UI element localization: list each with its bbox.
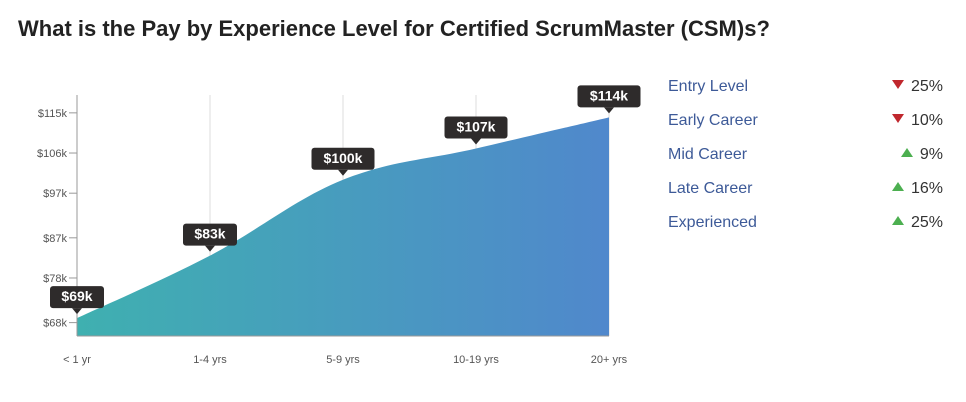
experience-legend: Entry Level 25% Early Career 10% Mid Career 9… <box>668 76 943 246</box>
legend-item: Early Career 10% <box>668 110 943 144</box>
legend-change-value: 25% <box>910 78 943 95</box>
y-tick-label: $78k <box>43 273 67 285</box>
legend-change: 9% <box>900 146 943 164</box>
data-label: $83k <box>194 226 225 242</box>
legend-item: Experienced 25% <box>668 212 943 246</box>
data-label-tooltip: $83k <box>183 223 237 252</box>
arrow-down-icon <box>891 80 904 90</box>
legend-change: 25% <box>891 214 943 232</box>
tooltip-pointer <box>471 138 481 145</box>
x-tick-label: < 1 yr <box>63 354 91 366</box>
y-tick-label: $115k <box>38 108 68 120</box>
legend-change: 16% <box>891 180 943 198</box>
tooltip-pointer <box>604 107 614 114</box>
legend-change: 25% <box>891 78 943 96</box>
arrow-up-icon <box>900 148 913 158</box>
data-label-tooltip: $100k <box>311 147 375 176</box>
tooltip-box <box>311 147 375 170</box>
tooltip-pointer <box>205 245 215 252</box>
legend-change-value: 10% <box>910 112 943 129</box>
legend-change-value: 16% <box>910 180 943 197</box>
tooltip-pointer <box>72 308 82 315</box>
tooltip-box <box>50 286 104 309</box>
arrow-up-icon <box>891 216 904 226</box>
y-tick-label: $87k <box>43 233 67 245</box>
x-tick-label: 20+ yrs <box>591 354 628 366</box>
tooltip-box <box>183 223 237 246</box>
data-label: $107k <box>457 119 496 135</box>
tooltip-box <box>444 116 508 139</box>
legend-change: 10% <box>891 112 943 130</box>
legend-change-value: 9% <box>919 146 943 163</box>
pay-area-series <box>77 117 609 336</box>
x-tick-label: 1-4 yrs <box>193 354 227 366</box>
legend-label: Late Career <box>668 180 753 197</box>
legend-item: Late Career 16% <box>668 178 943 212</box>
x-tick-label: 5-9 yrs <box>326 354 360 366</box>
data-label-tooltip: $107k <box>444 116 508 145</box>
data-label-tooltip: $69k <box>50 286 104 315</box>
arrow-down-icon <box>891 114 904 124</box>
x-tick-label: 10-19 yrs <box>453 354 499 366</box>
legend-label: Entry Level <box>668 78 749 95</box>
legend-label: Early Career <box>668 112 758 129</box>
data-label: $69k <box>61 288 92 304</box>
data-label: $100k <box>324 150 363 166</box>
tooltip-pointer <box>338 169 348 176</box>
y-tick-label: $97k <box>43 188 67 200</box>
data-label: $114k <box>590 87 628 103</box>
legend-item: Mid Career 9% <box>668 144 943 178</box>
legend-item: Entry Level 25% <box>668 76 943 110</box>
arrow-up-icon <box>891 182 904 192</box>
legend-label: Mid Career <box>668 146 748 163</box>
pay-by-experience-chart: $68k $78k $87k $97k $106k $115k < 1 yr 1-4 yrs 5… <box>37 85 641 366</box>
chart-title: What is the Pay by Experience Level for … <box>18 16 770 41</box>
y-tick-label: $68k <box>43 318 67 330</box>
tooltip-box <box>577 85 641 108</box>
legend-label: Experienced <box>668 214 757 231</box>
data-label-tooltip: $114k <box>577 85 641 114</box>
y-tick-label: $106k <box>37 148 67 160</box>
legend-change-value: 25% <box>910 214 943 231</box>
